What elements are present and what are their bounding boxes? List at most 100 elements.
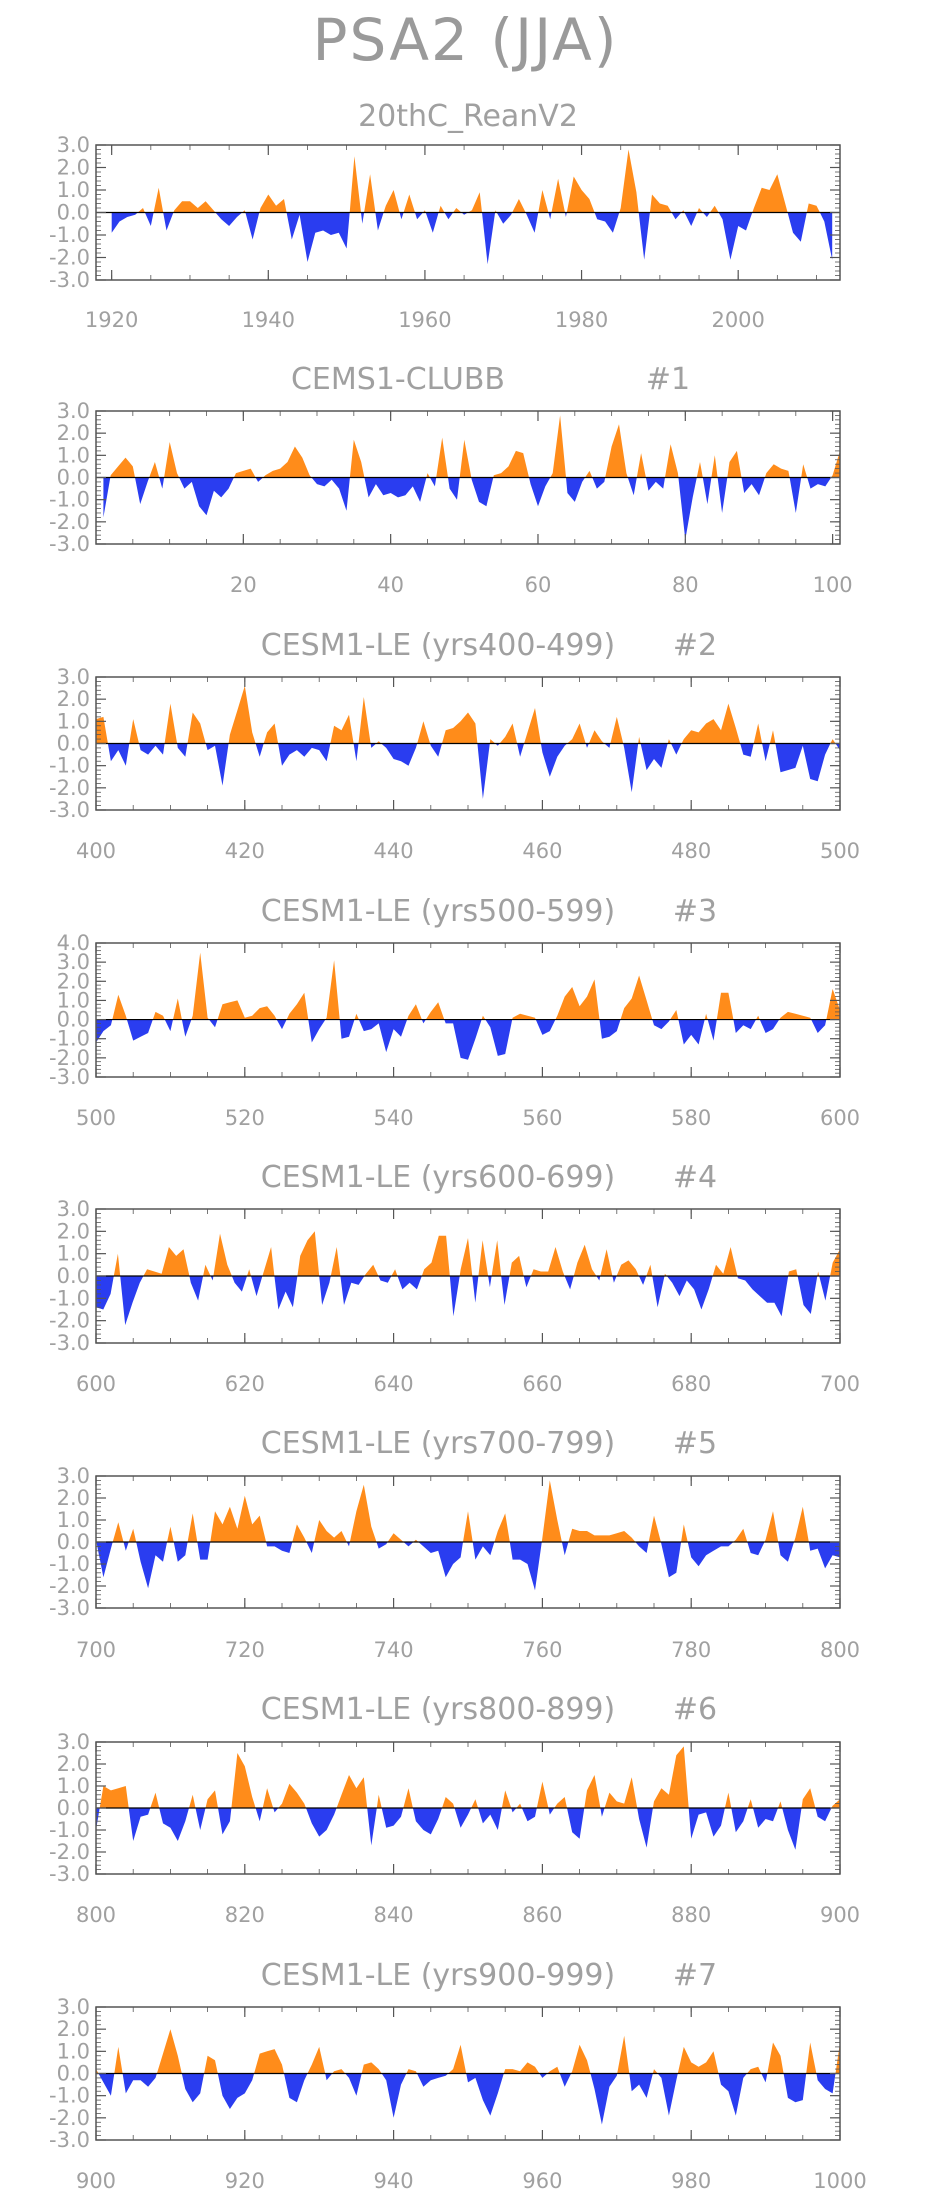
chart-title: CESM1-LE (yrs500-599) bbox=[261, 894, 615, 929]
chart-title: CESM1-LE (yrs600-699) bbox=[261, 1160, 615, 1195]
positive-area bbox=[96, 685, 840, 744]
y-tick-label: -3.0 bbox=[49, 1065, 90, 1089]
y-tick-label: 1.0 bbox=[57, 1508, 90, 1532]
x-tick-label: 680 bbox=[671, 1372, 711, 1396]
x-tick-label: 480 bbox=[671, 839, 711, 863]
y-tick-label: 1.0 bbox=[57, 443, 90, 467]
x-tick-label: 60 bbox=[525, 573, 552, 597]
y-tick-label: 1.0 bbox=[57, 1242, 90, 1266]
chart-panel-8: CESM1-LE (yrs900-999) #73.02.01.00.0-1.0-… bbox=[49, 1958, 867, 2193]
chart-run-tag: #2 bbox=[673, 628, 717, 663]
positive-area bbox=[111, 149, 833, 213]
y-tick-label: 0.0 bbox=[57, 466, 90, 490]
x-tick-label: 420 bbox=[225, 839, 265, 863]
y-tick-label: -2.0 bbox=[49, 1574, 90, 1598]
negative-area bbox=[96, 1808, 840, 1850]
y-tick-label: 2.0 bbox=[57, 1219, 90, 1243]
x-tick-label: 920 bbox=[225, 2169, 265, 2193]
y-tick-label: 3.0 bbox=[57, 1730, 90, 1754]
x-tick-label: 1920 bbox=[85, 308, 138, 332]
x-tick-label: 800 bbox=[820, 1638, 860, 1662]
positive-area bbox=[96, 1231, 840, 1276]
y-tick-label: 1.0 bbox=[57, 709, 90, 733]
x-tick-label: 100 bbox=[813, 573, 853, 597]
y-tick-label: 0.0 bbox=[57, 2062, 90, 2086]
y-tick-label: -3.0 bbox=[49, 268, 90, 292]
positive-area bbox=[96, 1480, 840, 1542]
y-tick-label: 0.0 bbox=[57, 732, 90, 756]
x-tick-label: 400 bbox=[76, 839, 116, 863]
chart-panel-7: CESM1-LE (yrs800-899) #63.02.01.00.0-1.0-… bbox=[49, 1692, 860, 1927]
x-tick-label: 740 bbox=[374, 1638, 414, 1662]
x-tick-label: 860 bbox=[522, 1903, 562, 1927]
chart-title: CESM1-LE (yrs400-499) bbox=[261, 628, 615, 663]
y-tick-label: -1.0 bbox=[49, 488, 90, 512]
y-tick-label: -3.0 bbox=[49, 532, 90, 556]
chart-panel-6: CESM1-LE (yrs700-799) #53.02.01.00.0-1.0-… bbox=[49, 1426, 860, 1662]
y-tick-label: -3.0 bbox=[49, 1331, 90, 1355]
chart-panel-3: CESM1-LE (yrs400-499) #23.02.01.00.0-1.0-… bbox=[49, 628, 860, 863]
y-tick-label: 0.0 bbox=[57, 1264, 90, 1288]
x-tick-label: 800 bbox=[76, 1903, 116, 1927]
chart-run-tag: #5 bbox=[673, 1426, 717, 1461]
x-tick-label: 1980 bbox=[555, 308, 608, 332]
y-tick-label: 0.0 bbox=[57, 1008, 90, 1032]
x-tick-label: 660 bbox=[522, 1372, 562, 1396]
positive-area bbox=[96, 2029, 840, 2074]
y-tick-label: -1.0 bbox=[49, 754, 90, 778]
y-tick-label: -1.0 bbox=[49, 1818, 90, 1842]
x-tick-label: 600 bbox=[820, 1106, 860, 1130]
y-tick-label: 4.0 bbox=[57, 931, 90, 955]
y-tick-label: 1.0 bbox=[57, 178, 90, 202]
positive-area bbox=[103, 415, 840, 478]
y-tick-label: -1.0 bbox=[49, 1552, 90, 1576]
y-tick-label: 2.0 bbox=[57, 421, 90, 445]
x-tick-label: 620 bbox=[225, 1372, 265, 1396]
page-title: PSA2 (JJA) bbox=[312, 6, 619, 74]
chart-title: 20thC_ReanV2 bbox=[358, 99, 578, 134]
y-tick-label: 2.0 bbox=[57, 1752, 90, 1776]
y-tick-label: 3.0 bbox=[57, 1197, 90, 1221]
y-tick-label: -1.0 bbox=[49, 1027, 90, 1051]
y-tick-label: 2.0 bbox=[57, 1486, 90, 1510]
x-tick-label: 580 bbox=[671, 1106, 711, 1130]
y-tick-label: -2.0 bbox=[49, 1309, 90, 1333]
x-tick-label: 520 bbox=[225, 1106, 265, 1130]
y-tick-label: 0.0 bbox=[57, 1530, 90, 1554]
negative-area bbox=[96, 1542, 840, 1591]
x-tick-label: 440 bbox=[374, 839, 414, 863]
chart-panel-4: CESM1-LE (yrs500-599) #3 4.03.02.01.00.0-1… bbox=[49, 894, 860, 1130]
x-tick-label: 700 bbox=[76, 1638, 116, 1662]
chart-run-tag: #3 bbox=[673, 894, 717, 929]
y-tick-label: -3.0 bbox=[49, 1862, 90, 1886]
x-tick-label: 1940 bbox=[242, 308, 295, 332]
chart-run-tag: #4 bbox=[673, 1160, 717, 1195]
x-tick-label: 460 bbox=[522, 839, 562, 863]
chart-run-tag: #1 bbox=[646, 362, 690, 397]
x-tick-label: 980 bbox=[671, 2169, 711, 2193]
x-tick-label: 900 bbox=[76, 2169, 116, 2193]
y-tick-label: 2.0 bbox=[57, 969, 90, 993]
x-tick-label: 780 bbox=[671, 1638, 711, 1662]
x-tick-label: 500 bbox=[76, 1106, 116, 1130]
y-tick-label: 3.0 bbox=[57, 1464, 90, 1488]
y-tick-label: -1.0 bbox=[49, 223, 90, 247]
chart-title: CESM1-LE (yrs900-999) bbox=[261, 1958, 615, 1993]
y-tick-label: 3.0 bbox=[57, 133, 90, 157]
negative-area bbox=[96, 743, 840, 799]
x-tick-label: 820 bbox=[225, 1903, 265, 1927]
x-tick-label: 40 bbox=[377, 573, 404, 597]
x-tick-label: 560 bbox=[522, 1106, 562, 1130]
chart-title: CEMS1-CLUBB bbox=[291, 362, 505, 397]
y-tick-label: -3.0 bbox=[49, 1596, 90, 1620]
x-tick-label: 960 bbox=[522, 2169, 562, 2193]
chart-panel-2: CEMS1-CLUBB #1 3.02.01.00.0-1.0-2.0-3.0 20 4… bbox=[49, 362, 853, 597]
y-tick-label: 3.0 bbox=[57, 399, 90, 423]
y-tick-label: 3.0 bbox=[57, 950, 90, 974]
y-tick-label: 1.0 bbox=[57, 2039, 90, 2063]
x-tick-label: 1960 bbox=[398, 308, 451, 332]
chart-panel-1: 20thC_ReanV2 3.02.01.00.0-1.0-2.0-3.0 1920… bbox=[49, 99, 841, 332]
x-tick-label: 940 bbox=[374, 2169, 414, 2193]
y-tick-label: 3.0 bbox=[57, 1995, 90, 2019]
x-tick-label: 2000 bbox=[711, 308, 764, 332]
